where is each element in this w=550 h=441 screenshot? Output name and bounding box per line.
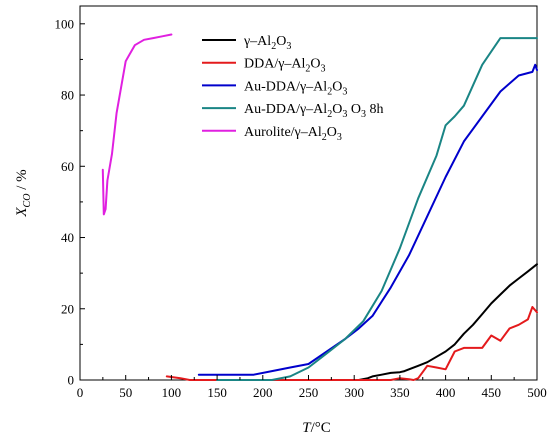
- legend-label: DDA/γ–Al2​O3​: [244, 57, 326, 75]
- x-tick-label: 250: [299, 385, 319, 400]
- x-tick-label: 150: [207, 385, 227, 400]
- y-tick-label: 60: [61, 159, 74, 174]
- y-tick-label: 80: [61, 88, 74, 103]
- x-tick-label: 450: [482, 385, 502, 400]
- y-axis-title: XCO / %: [14, 169, 33, 217]
- x-axis-title: T/°C: [302, 420, 331, 436]
- series-line-3: [197, 63, 538, 376]
- legend: γ–Al2​O3​ DDA/γ–Al2​O3​ Au-DDA/γ–Al2​O3​ Au…: [202, 34, 383, 143]
- series-line-5: [101, 33, 173, 216]
- series-line-2: [165, 306, 538, 381]
- legend-label: γ–Al2​O3​: [243, 34, 291, 52]
- plot-area: [79, 5, 538, 381]
- y-tick-label: 40: [61, 230, 74, 245]
- legend-label: Au-DDA/γ–Al2​O3​: [244, 79, 347, 97]
- x-tick-label: 200: [253, 385, 273, 400]
- series-line-4: [216, 37, 538, 381]
- series-line-1: [357, 263, 538, 381]
- x-tick-label: 350: [390, 385, 410, 400]
- legend-label: Au-DDA/γ–Al2​O3​ O3​ 8h: [244, 102, 383, 120]
- x-tick-label: 400: [436, 385, 456, 400]
- plot-frame: [79, 5, 538, 381]
- y-tick-label: 0: [68, 373, 75, 388]
- x-tick-label: 100: [162, 385, 182, 400]
- legend-label: Aurolite/γ–Al2​O3​: [244, 125, 342, 143]
- axis-titles: T/°C XCO / %: [14, 169, 331, 436]
- axes-layer: 0 50 100 150 200 250 300 350 400 450 500 0 20 40 60 80 1…: [55, 16, 547, 400]
- y-tick-label: 100: [55, 16, 75, 31]
- x-tick-label: 50: [119, 385, 132, 400]
- x-tick-label: 500: [527, 385, 547, 400]
- x-tick-label: 0: [77, 385, 84, 400]
- series-layer: [101, 33, 538, 381]
- x-tick-label: 300: [344, 385, 364, 400]
- y-tick-label: 20: [61, 301, 74, 316]
